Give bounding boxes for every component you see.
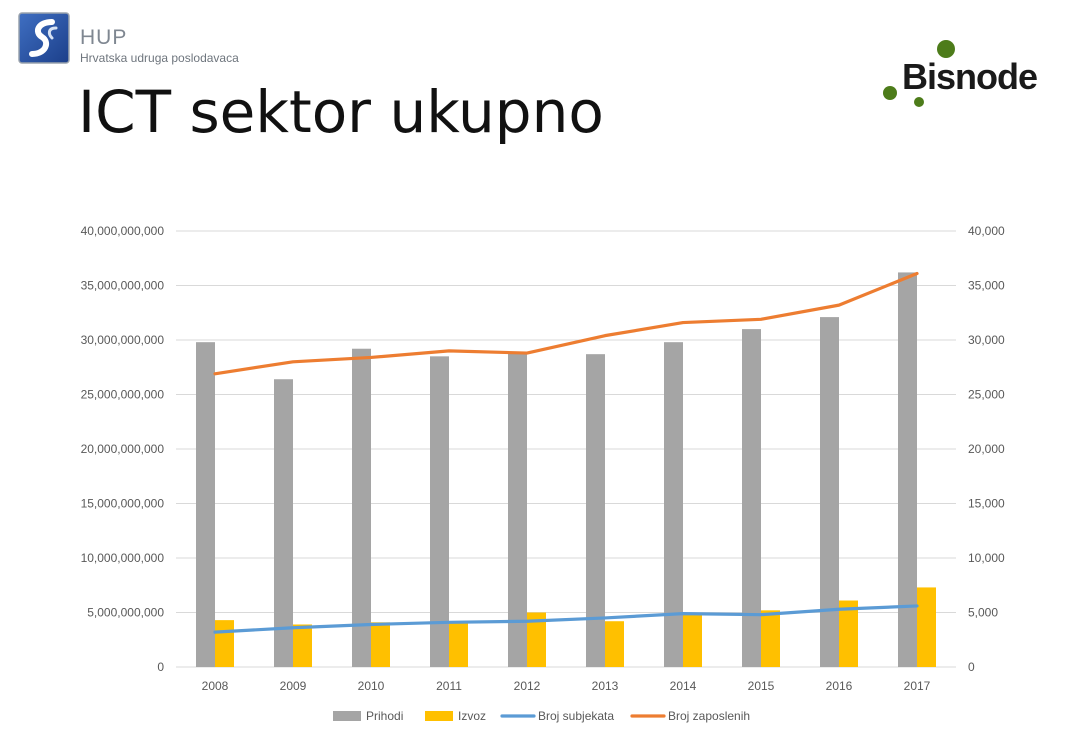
y-left-tick-label: 15,000,000,000 xyxy=(81,497,165,511)
x-tick-label: 2011 xyxy=(436,679,462,693)
bar xyxy=(683,614,702,667)
x-tick-label: 2010 xyxy=(358,679,385,693)
y-left-tick-label: 25,000,000,000 xyxy=(81,388,165,402)
legend-swatch xyxy=(333,711,361,721)
y-left-tick-label: 20,000,000,000 xyxy=(81,442,165,456)
x-tick-label: 2017 xyxy=(904,679,931,693)
legend-label: Izvoz xyxy=(458,709,486,723)
y-left-tick-label: 0 xyxy=(157,660,164,674)
x-tick-label: 2008 xyxy=(202,679,229,693)
partner-logo-text: Bisnode xyxy=(902,56,1038,97)
y-right-tick-label: 20,000 xyxy=(968,442,1005,456)
bar xyxy=(449,621,468,667)
org-name: HUP xyxy=(80,26,128,49)
line-series xyxy=(213,271,919,634)
series-line xyxy=(213,604,919,634)
y-right-tick-label: 5,000 xyxy=(968,606,998,620)
bar xyxy=(527,612,546,667)
bar xyxy=(215,620,234,667)
bar xyxy=(196,342,215,667)
series-line xyxy=(213,271,919,376)
hup-logo-icon xyxy=(18,12,70,64)
bar xyxy=(293,624,312,667)
y-right-tick-label: 30,000 xyxy=(968,333,1005,347)
bar xyxy=(586,354,605,667)
page-title: ICT sektor ukupno xyxy=(78,78,604,146)
y-left-tick-label: 30,000,000,000 xyxy=(81,333,165,347)
y-right-tick-label: 35,000 xyxy=(968,279,1005,293)
y-right-tick-label: 15,000 xyxy=(968,497,1005,511)
legend-label: Prihodi xyxy=(366,709,403,723)
x-tick-label: 2013 xyxy=(592,679,619,693)
bar xyxy=(605,621,624,667)
bar xyxy=(274,379,293,667)
bar xyxy=(430,356,449,667)
bisnode-dots-icon xyxy=(883,40,955,107)
y-right-tick-label: 10,000 xyxy=(968,551,1005,565)
legend: Prihodi Izvoz Broj subjekata Broj zaposleni… xyxy=(333,709,750,723)
bar-series xyxy=(196,272,936,667)
x-tick-label: 2015 xyxy=(748,679,775,693)
x-tick-label: 2012 xyxy=(514,679,541,693)
y-left-tick-label: 5,000,000,000 xyxy=(87,606,164,620)
bar xyxy=(820,317,839,667)
y-right-tick-label: 25,000 xyxy=(968,388,1005,402)
axis-labels: 0 0 5,000,000,000 5,000 10,000,000,000 10,000… xyxy=(81,224,1005,693)
org-subtitle: Hrvatska udruga poslodavaca xyxy=(80,51,239,65)
bar xyxy=(508,353,527,667)
bar xyxy=(371,622,390,667)
x-tick-label: 2016 xyxy=(826,679,853,693)
y-left-tick-label: 35,000,000,000 xyxy=(81,279,165,293)
y-right-tick-label: 40,000 xyxy=(968,224,1005,238)
legend-label: Broj zaposlenih xyxy=(668,709,750,723)
x-tick-label: 2014 xyxy=(670,679,697,693)
bar xyxy=(664,342,683,667)
y-right-tick-label: 0 xyxy=(968,660,975,674)
bar xyxy=(742,329,761,667)
bar xyxy=(898,272,917,667)
y-left-tick-label: 40,000,000,000 xyxy=(81,224,165,238)
x-tick-label: 2009 xyxy=(280,679,307,693)
y-left-tick-label: 10,000,000,000 xyxy=(81,551,165,565)
bar xyxy=(917,587,936,667)
legend-label: Broj subjekata xyxy=(538,709,614,723)
bar xyxy=(352,348,371,667)
legend-swatch xyxy=(425,711,453,721)
bar xyxy=(839,600,858,667)
bar xyxy=(761,610,780,667)
